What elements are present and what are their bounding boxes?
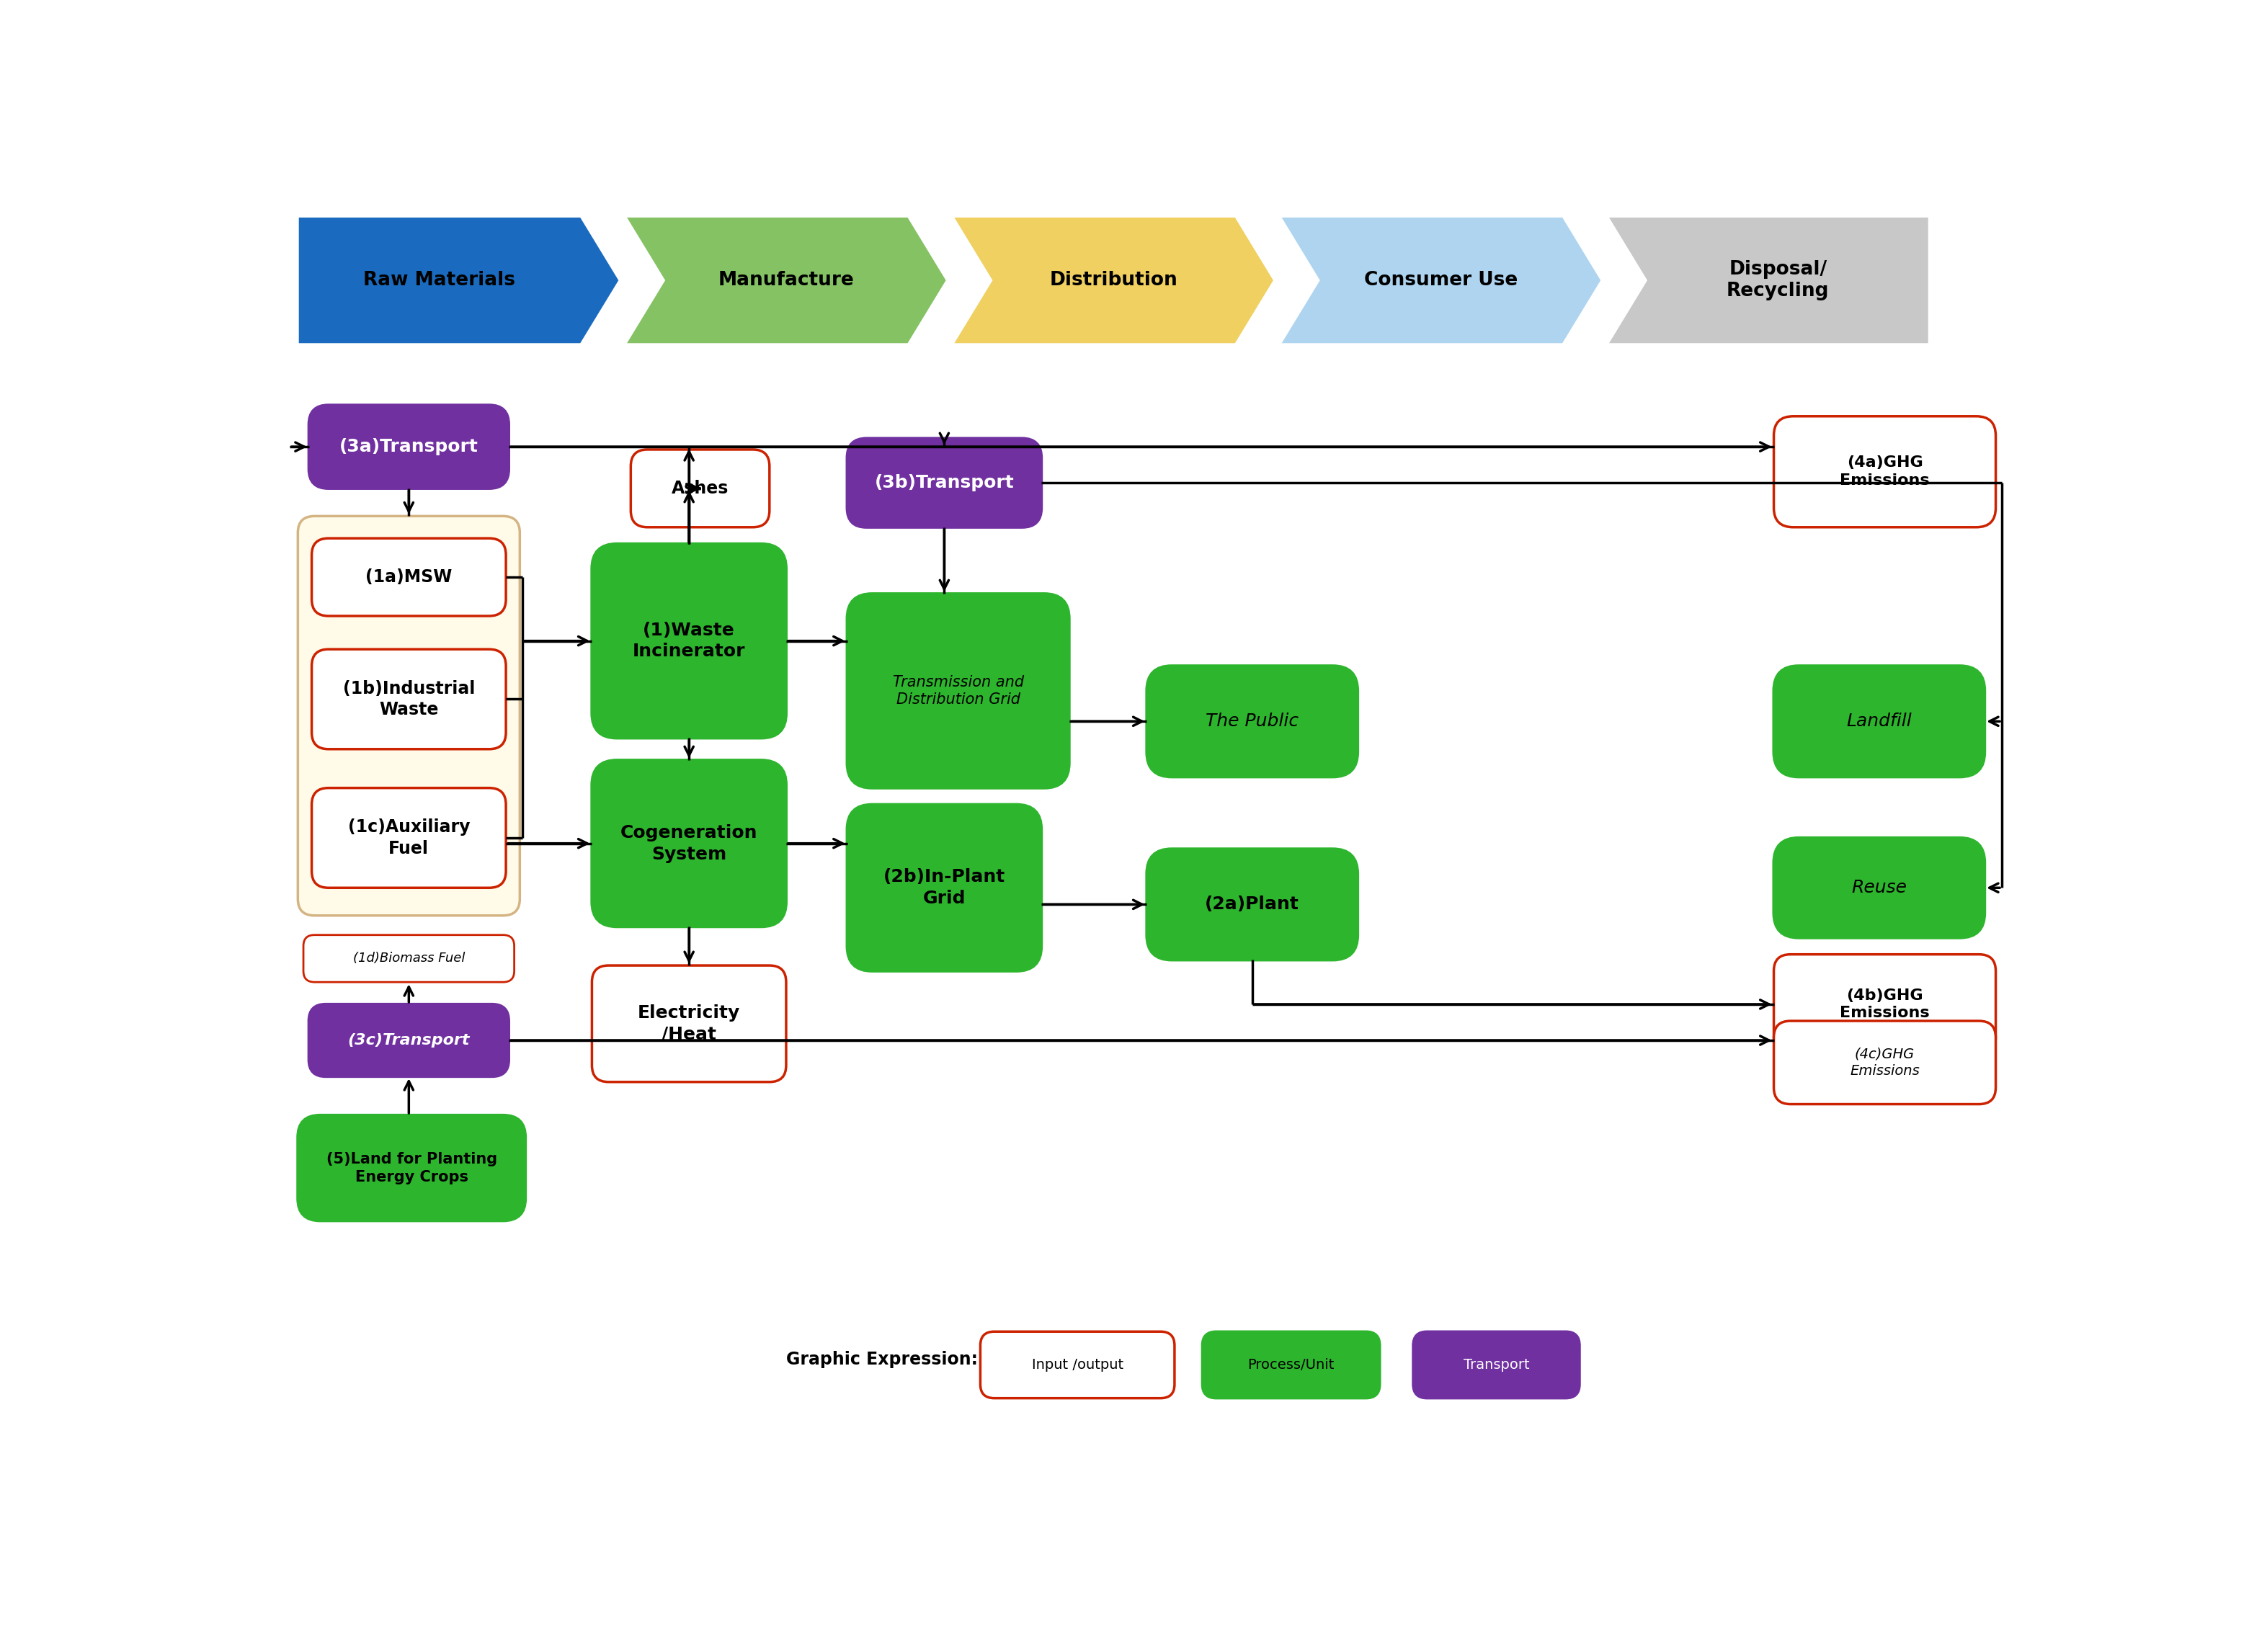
Text: Transmission and
Distribution Grid: Transmission and Distribution Grid xyxy=(893,674,1023,707)
FancyBboxPatch shape xyxy=(848,593,1068,788)
Text: (1d)Biomass Fuel: (1d)Biomass Fuel xyxy=(353,952,466,965)
Polygon shape xyxy=(954,216,1275,344)
FancyBboxPatch shape xyxy=(313,649,506,748)
FancyBboxPatch shape xyxy=(591,965,787,1082)
Polygon shape xyxy=(1280,216,1601,344)
Text: The Public: The Public xyxy=(1205,712,1298,730)
FancyBboxPatch shape xyxy=(848,438,1041,527)
FancyBboxPatch shape xyxy=(1774,1021,1995,1104)
FancyBboxPatch shape xyxy=(1412,1332,1579,1398)
Text: Input /output: Input /output xyxy=(1032,1358,1122,1371)
Text: (3a)Transport: (3a)Transport xyxy=(340,438,479,456)
Text: (4a)GHG
Emissions: (4a)GHG Emissions xyxy=(1840,456,1930,487)
Polygon shape xyxy=(297,216,621,344)
Text: Landfill: Landfill xyxy=(1846,712,1912,730)
FancyBboxPatch shape xyxy=(848,805,1041,971)
Text: Disposal/
Recycling: Disposal/ Recycling xyxy=(1727,259,1828,301)
Text: Process/Unit: Process/Unit xyxy=(1248,1358,1334,1371)
Text: Electricity
/Heat: Electricity /Heat xyxy=(639,1004,740,1042)
Text: Raw Materials: Raw Materials xyxy=(364,271,515,289)
FancyBboxPatch shape xyxy=(308,1004,508,1077)
Text: (4b)GHG
Emissions: (4b)GHG Emissions xyxy=(1840,988,1930,1021)
Text: Manufacture: Manufacture xyxy=(717,271,855,289)
FancyBboxPatch shape xyxy=(304,935,515,981)
Polygon shape xyxy=(1608,216,1930,344)
FancyBboxPatch shape xyxy=(1147,849,1358,960)
FancyBboxPatch shape xyxy=(297,1115,526,1221)
Text: Cogeneration
System: Cogeneration System xyxy=(621,824,758,862)
Text: Distribution: Distribution xyxy=(1050,271,1178,289)
FancyBboxPatch shape xyxy=(591,760,787,927)
Polygon shape xyxy=(625,216,947,344)
FancyBboxPatch shape xyxy=(313,788,506,887)
Text: (1b)Industrial
Waste: (1b)Industrial Waste xyxy=(342,681,475,719)
Text: Consumer Use: Consumer Use xyxy=(1365,271,1518,289)
Text: (3b)Transport: (3b)Transport xyxy=(875,474,1014,492)
Text: Ashes: Ashes xyxy=(672,479,729,497)
FancyBboxPatch shape xyxy=(1147,666,1358,776)
Text: (5)Land for Planting
Energy Crops: (5)Land for Planting Energy Crops xyxy=(326,1151,497,1184)
FancyBboxPatch shape xyxy=(308,405,508,489)
Text: (1)Waste
Incinerator: (1)Waste Incinerator xyxy=(632,621,744,661)
Text: Graphic Expression:: Graphic Expression: xyxy=(787,1351,978,1368)
Text: Reuse: Reuse xyxy=(1851,879,1907,897)
FancyBboxPatch shape xyxy=(981,1332,1174,1398)
FancyBboxPatch shape xyxy=(1774,416,1995,527)
FancyBboxPatch shape xyxy=(1203,1332,1381,1398)
Text: (2b)In-Plant
Grid: (2b)In-Plant Grid xyxy=(884,869,1005,907)
Text: (2a)Plant: (2a)Plant xyxy=(1205,895,1300,914)
Text: Transport: Transport xyxy=(1464,1358,1529,1371)
FancyBboxPatch shape xyxy=(297,515,520,915)
FancyBboxPatch shape xyxy=(313,539,506,616)
Text: (1c)Auxiliary
Fuel: (1c)Auxiliary Fuel xyxy=(349,818,470,857)
FancyBboxPatch shape xyxy=(591,544,787,738)
Text: (1a)MSW: (1a)MSW xyxy=(367,568,452,586)
FancyBboxPatch shape xyxy=(630,449,769,527)
Text: (4c)GHG
Emissions: (4c)GHG Emissions xyxy=(1851,1047,1921,1077)
Text: (3c)Transport: (3c)Transport xyxy=(349,1032,470,1047)
FancyBboxPatch shape xyxy=(1774,838,1984,938)
FancyBboxPatch shape xyxy=(1774,955,1995,1054)
FancyBboxPatch shape xyxy=(1774,666,1984,776)
